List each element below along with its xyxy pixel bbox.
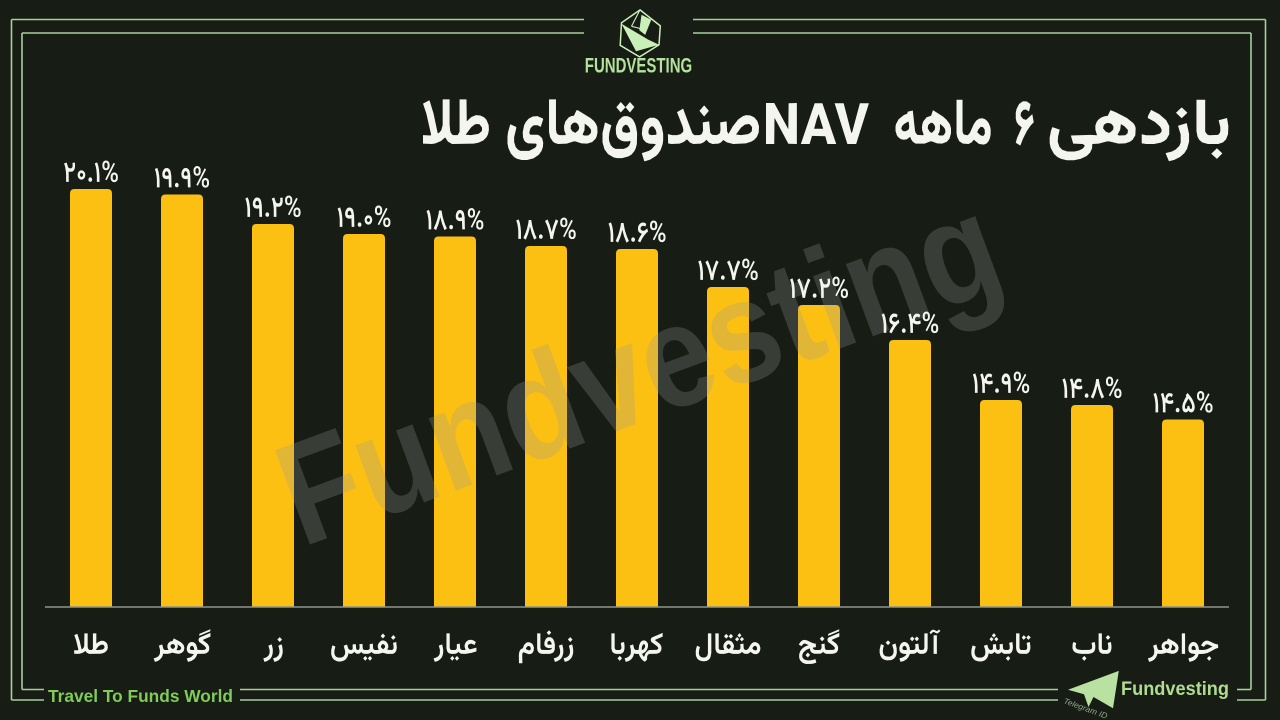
- svg-text:FUNDVESTING: FUNDVESTING: [585, 54, 692, 77]
- svg-text:Fundvesting: Fundvesting: [1121, 678, 1229, 700]
- svg-text:Travel To Funds World: Travel To Funds World: [48, 686, 233, 706]
